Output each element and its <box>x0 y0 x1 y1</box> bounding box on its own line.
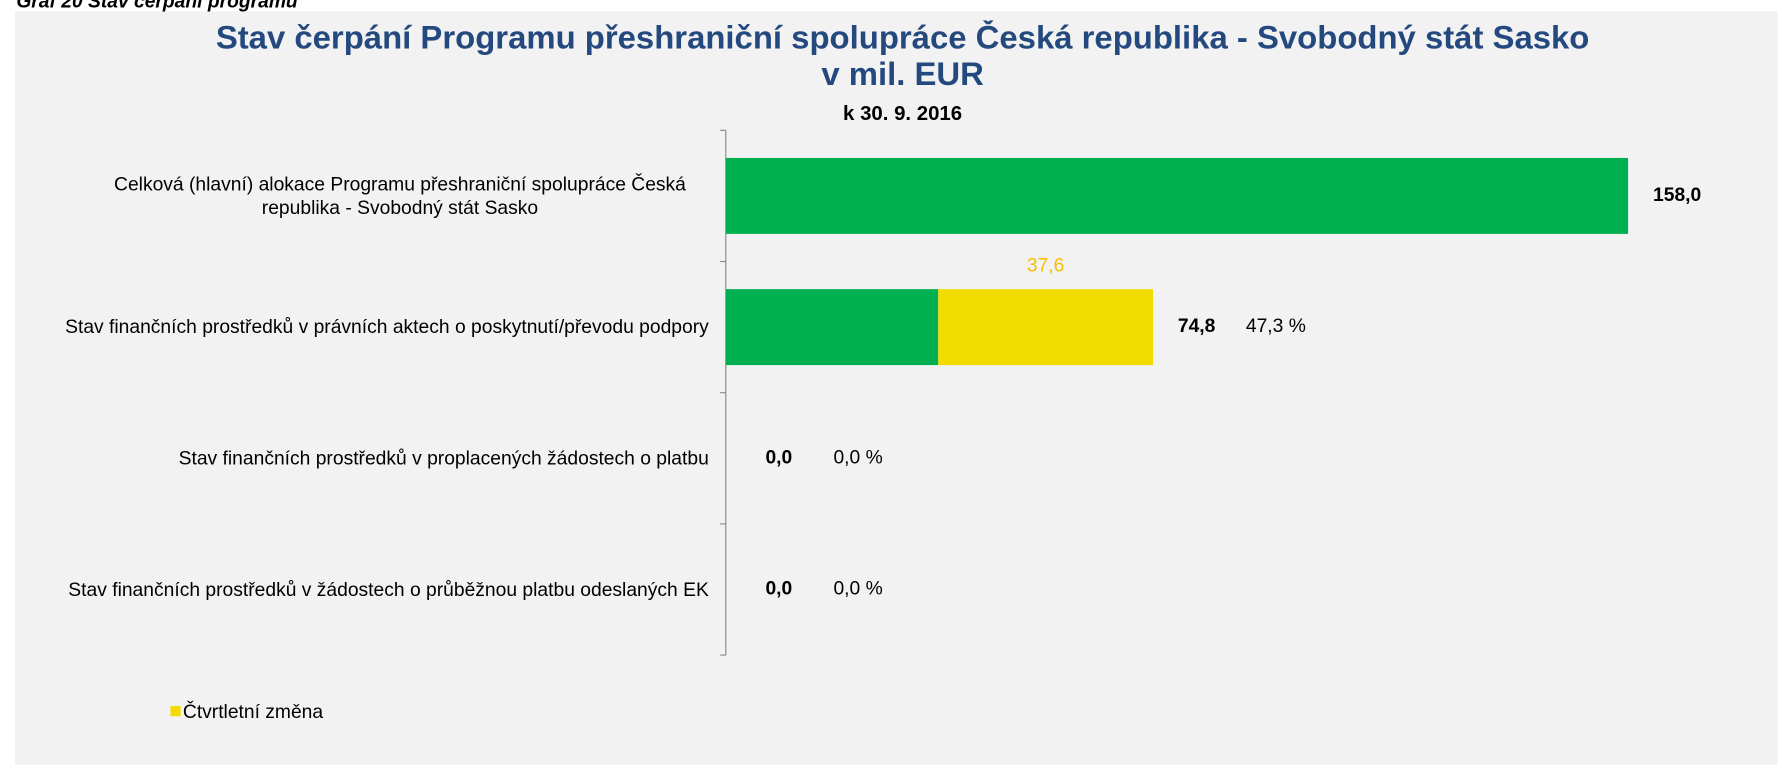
legend-swatch <box>170 706 181 717</box>
category-label: Stav finančních prostředků v žádostech o… <box>68 578 709 601</box>
category-label-box: Stav finančních prostředků v žádostech o… <box>68 578 709 601</box>
total-label: 158,0 <box>1653 185 1701 206</box>
chart-subtitle: k 30. 9. 2016 <box>843 103 962 125</box>
legend-label: Čtvrtletní změna <box>183 701 323 723</box>
category-label-box: Celková (hlavní) alokace Programu přeshr… <box>114 173 686 219</box>
share-label: 47,3 % <box>1246 316 1306 337</box>
category-label: Stav finančních prostředků v právních ak… <box>65 316 709 338</box>
category-label: Celková (hlavní) alokace Programu přeshr… <box>114 173 686 219</box>
chart-background <box>15 11 1778 765</box>
title-box: Stav čerpání Programu přeshraniční spolu… <box>215 20 1590 93</box>
total-label: 74,8 <box>1178 316 1216 337</box>
caption: Graf 20 Stav čerpání programu <box>16 0 298 12</box>
chart-title: Stav čerpání Programu přeshraniční spolu… <box>215 20 1590 93</box>
segment-label: 37,6 <box>1027 256 1064 277</box>
bar-segment <box>725 289 939 366</box>
category-label-box: Stav finančních prostředků v právních ak… <box>65 316 709 338</box>
bar-segment <box>725 157 1629 234</box>
total-label: 0,0 <box>765 447 792 468</box>
category-label: Stav finančních prostředků v proplacenýc… <box>178 447 709 470</box>
bar-segment <box>938 289 1153 366</box>
share-label: 0,0 % <box>833 579 882 600</box>
category-label-box: Stav finančních prostředků v proplacenýc… <box>178 447 709 470</box>
share-label: 0,0 % <box>833 447 882 468</box>
total-label: 0,0 <box>765 579 792 600</box>
